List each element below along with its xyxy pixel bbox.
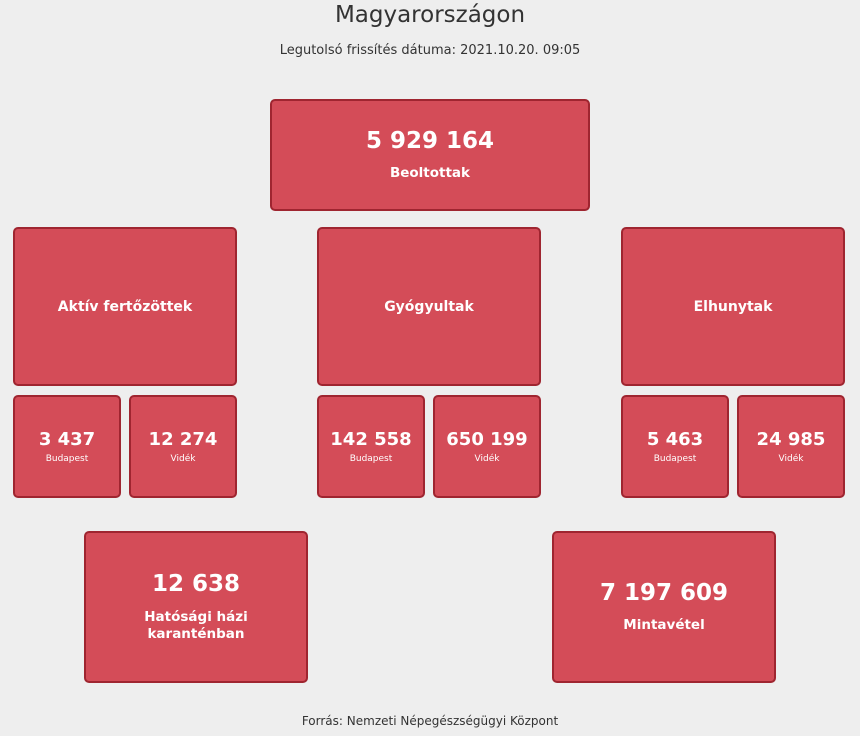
quarantine-value: 12 638 [151,571,241,598]
recovered-budapest-label: Budapest [349,454,393,465]
page-title: Magyarországon [334,2,526,28]
sampling-value: 7 197 609 [599,579,729,606]
active-budapest-card: 3 437 Budapest [13,395,121,498]
deceased-budapest-value: 5 463 [646,428,704,450]
vaccinated-card: 5 929 164 Beoltottak [270,99,590,211]
active-countryside-value: 12 274 [148,428,218,450]
recovered-budapest-value: 142 558 [330,428,412,450]
active-budapest-label: Budapest [45,454,89,465]
vaccinated-label: Beoltottak [389,165,471,182]
active-infected-card: Aktív fertőzöttek [13,227,237,386]
recovered-label: Gyógyultak [384,298,474,315]
deceased-budapest-label: Budapest [653,454,697,465]
active-budapest-value: 3 437 [38,428,96,450]
deceased-budapest-card: 5 463 Budapest [621,395,729,498]
active-countryside-card: 12 274 Vidék [129,395,237,498]
active-countryside-label: Vidék [170,454,196,465]
source-footer: Forrás: Nemzeti Népegészségügyi Központ [301,714,559,728]
active-infected-label: Aktív fertőzöttek [57,298,193,315]
quarantine-card: 12 638 Hatósági házi karanténban [84,531,308,683]
deceased-card: Elhunytak [621,227,845,386]
deceased-countryside-card: 24 985 Vidék [737,395,845,498]
last-updated: Legutolsó frissítés dátuma: 2021.10.20. … [279,43,581,58]
recovered-countryside-label: Vidék [474,454,500,465]
deceased-countryside-value: 24 985 [756,428,826,450]
sampling-card: 7 197 609 Mintavétel [552,531,776,683]
recovered-card: Gyógyultak [317,227,541,386]
deceased-countryside-label: Vidék [778,454,804,465]
sampling-label: Mintavétel [623,617,705,634]
quarantine-label: Hatósági házi karanténban [144,608,248,642]
recovered-budapest-card: 142 558 Budapest [317,395,425,498]
recovered-countryside-card: 650 199 Vidék [433,395,541,498]
deceased-label: Elhunytak [693,298,773,315]
recovered-countryside-value: 650 199 [446,428,528,450]
vaccinated-value: 5 929 164 [365,127,495,154]
